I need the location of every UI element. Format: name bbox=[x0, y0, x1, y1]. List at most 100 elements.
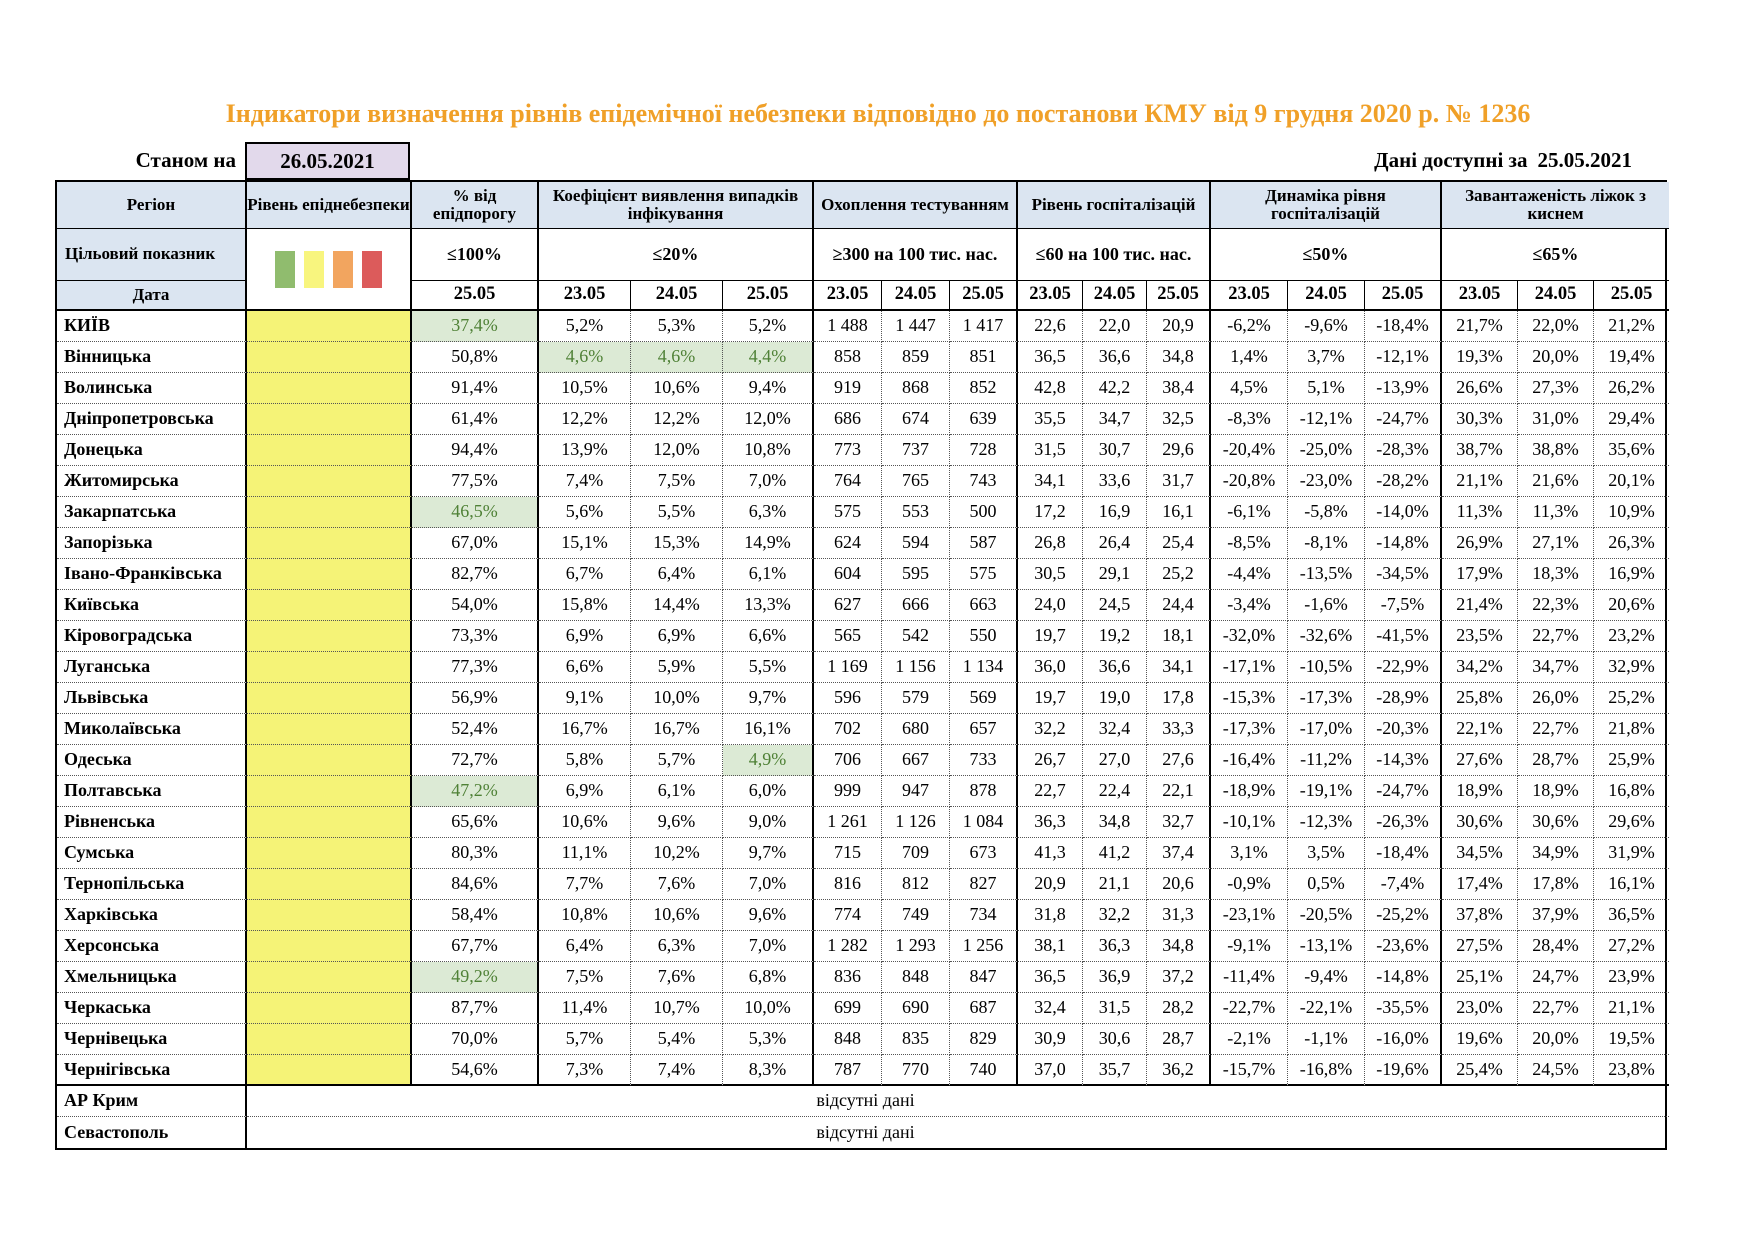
value-cell: 6,9% bbox=[631, 621, 723, 652]
level-bar-4 bbox=[362, 250, 382, 288]
value-cell: 20,6 bbox=[1147, 869, 1211, 900]
region-name: Чернівецька bbox=[57, 1024, 247, 1055]
value-cell: 77,3% bbox=[412, 652, 539, 683]
value-cell: -12,1% bbox=[1288, 404, 1365, 435]
value-cell: 82,7% bbox=[412, 559, 539, 590]
value-cell: -8,3% bbox=[1211, 404, 1288, 435]
value-cell: 26,4 bbox=[1083, 528, 1147, 559]
region-name: Житомирська bbox=[57, 466, 247, 497]
value-cell: 680 bbox=[882, 714, 950, 745]
value-cell: 58,4% bbox=[412, 900, 539, 931]
value-cell: 36,2 bbox=[1147, 1055, 1211, 1086]
value-cell: 16,1% bbox=[723, 714, 814, 745]
value-cell: -28,3% bbox=[1365, 435, 1442, 466]
value-cell: 9,1% bbox=[539, 683, 631, 714]
value-cell: 34,7% bbox=[1518, 652, 1594, 683]
value-cell: -14,0% bbox=[1365, 497, 1442, 528]
value-cell: 36,0 bbox=[1018, 652, 1083, 683]
value-cell: 54,6% bbox=[412, 1055, 539, 1086]
value-cell: -6,2% bbox=[1211, 311, 1288, 342]
value-cell: 737 bbox=[882, 435, 950, 466]
value-cell: 7,4% bbox=[631, 1055, 723, 1086]
value-cell: 674 bbox=[882, 404, 950, 435]
value-cell: 84,6% bbox=[412, 869, 539, 900]
value-cell: 5,4% bbox=[631, 1024, 723, 1055]
value-cell: -28,9% bbox=[1365, 683, 1442, 714]
date-header: 24.05 bbox=[1083, 281, 1147, 311]
value-cell: 18,3% bbox=[1518, 559, 1594, 590]
value-cell: 24,0 bbox=[1018, 590, 1083, 621]
value-cell: 36,6 bbox=[1083, 342, 1147, 373]
value-cell: 594 bbox=[882, 528, 950, 559]
value-cell: 5,9% bbox=[631, 652, 723, 683]
value-cell: 34,8 bbox=[1083, 807, 1147, 838]
date-header: 25.05 bbox=[1594, 281, 1669, 311]
value-cell: 848 bbox=[882, 962, 950, 993]
value-cell: 34,2% bbox=[1442, 652, 1518, 683]
value-cell: -22,9% bbox=[1365, 652, 1442, 683]
value-cell: 6,3% bbox=[723, 497, 814, 528]
region-header: Регіон bbox=[57, 182, 247, 229]
value-cell: 77,5% bbox=[412, 466, 539, 497]
value-cell: -34,5% bbox=[1365, 559, 1442, 590]
value-cell: 21,1% bbox=[1442, 466, 1518, 497]
value-cell: 34,9% bbox=[1518, 838, 1594, 869]
value-cell: -2,1% bbox=[1211, 1024, 1288, 1055]
value-cell: -13,9% bbox=[1365, 373, 1442, 404]
value-cell: 667 bbox=[882, 745, 950, 776]
value-cell: 848 bbox=[814, 1024, 882, 1055]
value-cell: 52,4% bbox=[412, 714, 539, 745]
value-cell: 5,3% bbox=[723, 1024, 814, 1055]
as-of-date-box: 26.05.2021 bbox=[245, 142, 410, 180]
value-cell: 28,7 bbox=[1147, 1024, 1211, 1055]
value-cell: -18,9% bbox=[1211, 776, 1288, 807]
value-cell: 595 bbox=[882, 559, 950, 590]
epidemic-level-cell bbox=[247, 497, 412, 528]
value-cell: -41,5% bbox=[1365, 621, 1442, 652]
value-cell: 13,9% bbox=[539, 435, 631, 466]
value-cell: 25,8% bbox=[1442, 683, 1518, 714]
group-header: Рівень госпіталізацій bbox=[1018, 182, 1211, 229]
value-cell: 25,2% bbox=[1594, 683, 1669, 714]
value-cell: 5,5% bbox=[723, 652, 814, 683]
value-cell: 734 bbox=[950, 900, 1018, 931]
value-cell: 36,5 bbox=[1018, 342, 1083, 373]
value-cell: 3,5% bbox=[1288, 838, 1365, 869]
value-cell: 19,6% bbox=[1442, 1024, 1518, 1055]
value-cell: 835 bbox=[882, 1024, 950, 1055]
value-cell: -25,2% bbox=[1365, 900, 1442, 931]
value-cell: 836 bbox=[814, 962, 882, 993]
value-cell: -11,2% bbox=[1288, 745, 1365, 776]
value-cell: 569 bbox=[950, 683, 1018, 714]
value-cell: 1 256 bbox=[950, 931, 1018, 962]
region-name: Полтавська bbox=[57, 776, 247, 807]
value-cell: 20,9 bbox=[1018, 869, 1083, 900]
value-cell: 12,2% bbox=[631, 404, 723, 435]
value-cell: 11,4% bbox=[539, 993, 631, 1024]
value-cell: 743 bbox=[950, 466, 1018, 497]
value-cell: 21,2% bbox=[1594, 311, 1669, 342]
value-cell: 765 bbox=[882, 466, 950, 497]
region-name: Чернігівська bbox=[57, 1055, 247, 1086]
value-cell: 22,3% bbox=[1518, 590, 1594, 621]
region-name: Запорізька bbox=[57, 528, 247, 559]
value-cell: 1 282 bbox=[814, 931, 882, 962]
group-header: % від епідпорогу bbox=[412, 182, 539, 229]
value-cell: 14,4% bbox=[631, 590, 723, 621]
region-name: Одеська bbox=[57, 745, 247, 776]
date-header: 24.05 bbox=[882, 281, 950, 311]
value-cell: 999 bbox=[814, 776, 882, 807]
value-cell: 73,3% bbox=[412, 621, 539, 652]
value-cell: 54,0% bbox=[412, 590, 539, 621]
value-cell: -24,7% bbox=[1365, 404, 1442, 435]
date-header: 25.05 bbox=[950, 281, 1018, 311]
value-cell: 22,0% bbox=[1518, 311, 1594, 342]
value-cell: 587 bbox=[950, 528, 1018, 559]
value-cell: 36,5% bbox=[1594, 900, 1669, 931]
epidemic-level-cell bbox=[247, 652, 412, 683]
value-cell: 12,0% bbox=[631, 435, 723, 466]
value-cell: 6,0% bbox=[723, 776, 814, 807]
value-cell: 770 bbox=[882, 1055, 950, 1086]
value-cell: 11,3% bbox=[1442, 497, 1518, 528]
value-cell: 19,7 bbox=[1018, 621, 1083, 652]
